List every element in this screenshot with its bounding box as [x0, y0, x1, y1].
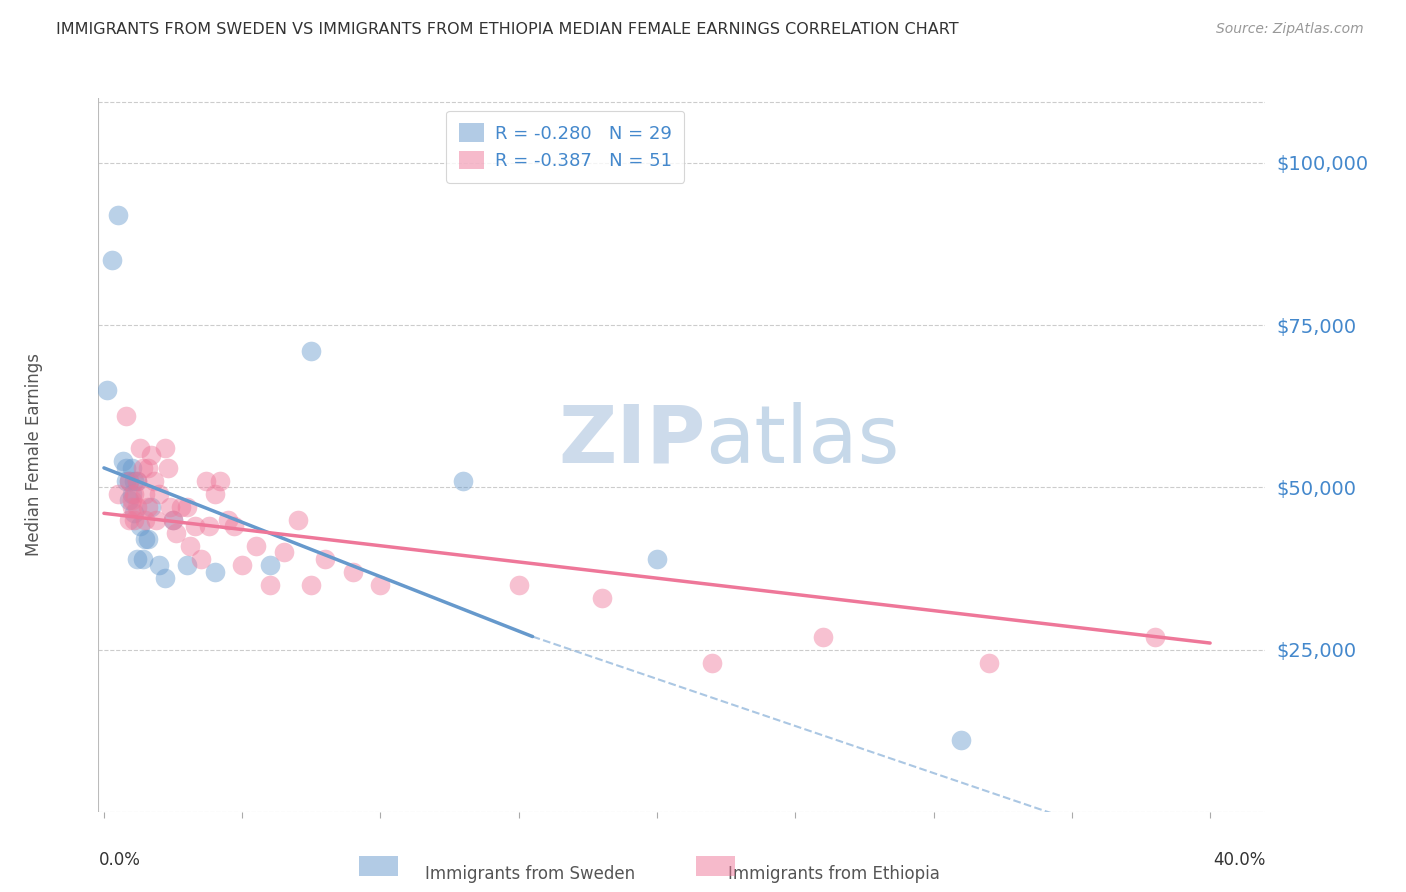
Point: [124, 474, 146, 488]
Point: [148, 487, 170, 501]
Point: [131, 551, 153, 566]
Point: [453, 474, 475, 488]
Legend: R = -0.280   N = 29, R = -0.387   N = 51: R = -0.280 N = 29, R = -0.387 N = 51: [446, 111, 685, 183]
Point: [129, 519, 152, 533]
Point: [176, 500, 198, 514]
Point: [209, 474, 232, 488]
Point: [245, 539, 267, 553]
Point: [145, 513, 167, 527]
Point: [702, 656, 724, 670]
Point: [165, 525, 187, 540]
Point: [121, 461, 143, 475]
Point: [148, 558, 170, 573]
Point: [153, 442, 176, 456]
Point: [222, 519, 245, 533]
Point: [287, 513, 309, 527]
Point: [299, 577, 322, 591]
Point: [231, 558, 253, 573]
Point: [134, 487, 156, 501]
Point: [121, 487, 143, 501]
Point: [184, 519, 207, 533]
Point: [217, 513, 239, 527]
Point: [121, 493, 143, 508]
Point: [162, 513, 184, 527]
Point: [198, 519, 221, 533]
Point: [124, 513, 146, 527]
Point: [314, 551, 336, 566]
Point: [259, 577, 281, 591]
Point: [115, 409, 138, 423]
Point: [259, 558, 281, 573]
Text: Source: ZipAtlas.com: Source: ZipAtlas.com: [1216, 22, 1364, 37]
Point: [96, 383, 118, 397]
Point: [176, 558, 198, 573]
Point: [107, 208, 129, 222]
Point: [508, 577, 530, 591]
Point: [134, 533, 156, 547]
Text: 0.0%: 0.0%: [98, 851, 141, 869]
Point: [179, 539, 201, 553]
Point: [124, 487, 146, 501]
Point: [127, 500, 149, 514]
Point: [118, 513, 141, 527]
Point: [591, 591, 613, 605]
Point: [159, 500, 181, 514]
Text: Immigrants from Sweden: Immigrants from Sweden: [425, 865, 636, 883]
Point: [118, 474, 141, 488]
Point: [115, 461, 138, 475]
Text: atlas: atlas: [706, 401, 900, 480]
Point: [1143, 630, 1166, 644]
Point: [811, 630, 834, 644]
Point: [190, 551, 212, 566]
Point: [139, 500, 162, 514]
Point: [124, 506, 146, 520]
Point: [299, 344, 322, 359]
Text: 40.0%: 40.0%: [1213, 851, 1265, 869]
Point: [136, 461, 159, 475]
Text: Immigrants from Ethiopia: Immigrants from Ethiopia: [728, 865, 939, 883]
Point: [136, 500, 159, 514]
Text: Median Female Earnings: Median Female Earnings: [25, 353, 44, 557]
Point: [112, 454, 135, 468]
Point: [115, 474, 138, 488]
Point: [142, 474, 165, 488]
Point: [273, 545, 295, 559]
Point: [121, 500, 143, 514]
Point: [127, 474, 149, 488]
Point: [153, 571, 176, 585]
Point: [156, 461, 179, 475]
Point: [204, 565, 226, 579]
Point: [162, 513, 184, 527]
Point: [131, 461, 153, 475]
Point: [645, 551, 668, 566]
Point: [118, 493, 141, 508]
Point: [136, 533, 159, 547]
Point: [129, 442, 152, 456]
Text: IMMIGRANTS FROM SWEDEN VS IMMIGRANTS FROM ETHIOPIA MEDIAN FEMALE EARNINGS CORREL: IMMIGRANTS FROM SWEDEN VS IMMIGRANTS FRO…: [56, 22, 959, 37]
Point: [101, 253, 124, 268]
Point: [118, 474, 141, 488]
Point: [170, 500, 193, 514]
Point: [204, 487, 226, 501]
Point: [950, 733, 973, 747]
Point: [127, 474, 149, 488]
Text: ZIP: ZIP: [558, 401, 706, 480]
Point: [127, 551, 149, 566]
Point: [139, 448, 162, 462]
Point: [134, 513, 156, 527]
Point: [370, 577, 392, 591]
Point: [342, 565, 364, 579]
Point: [195, 474, 218, 488]
Point: [107, 487, 129, 501]
Point: [977, 656, 1000, 670]
